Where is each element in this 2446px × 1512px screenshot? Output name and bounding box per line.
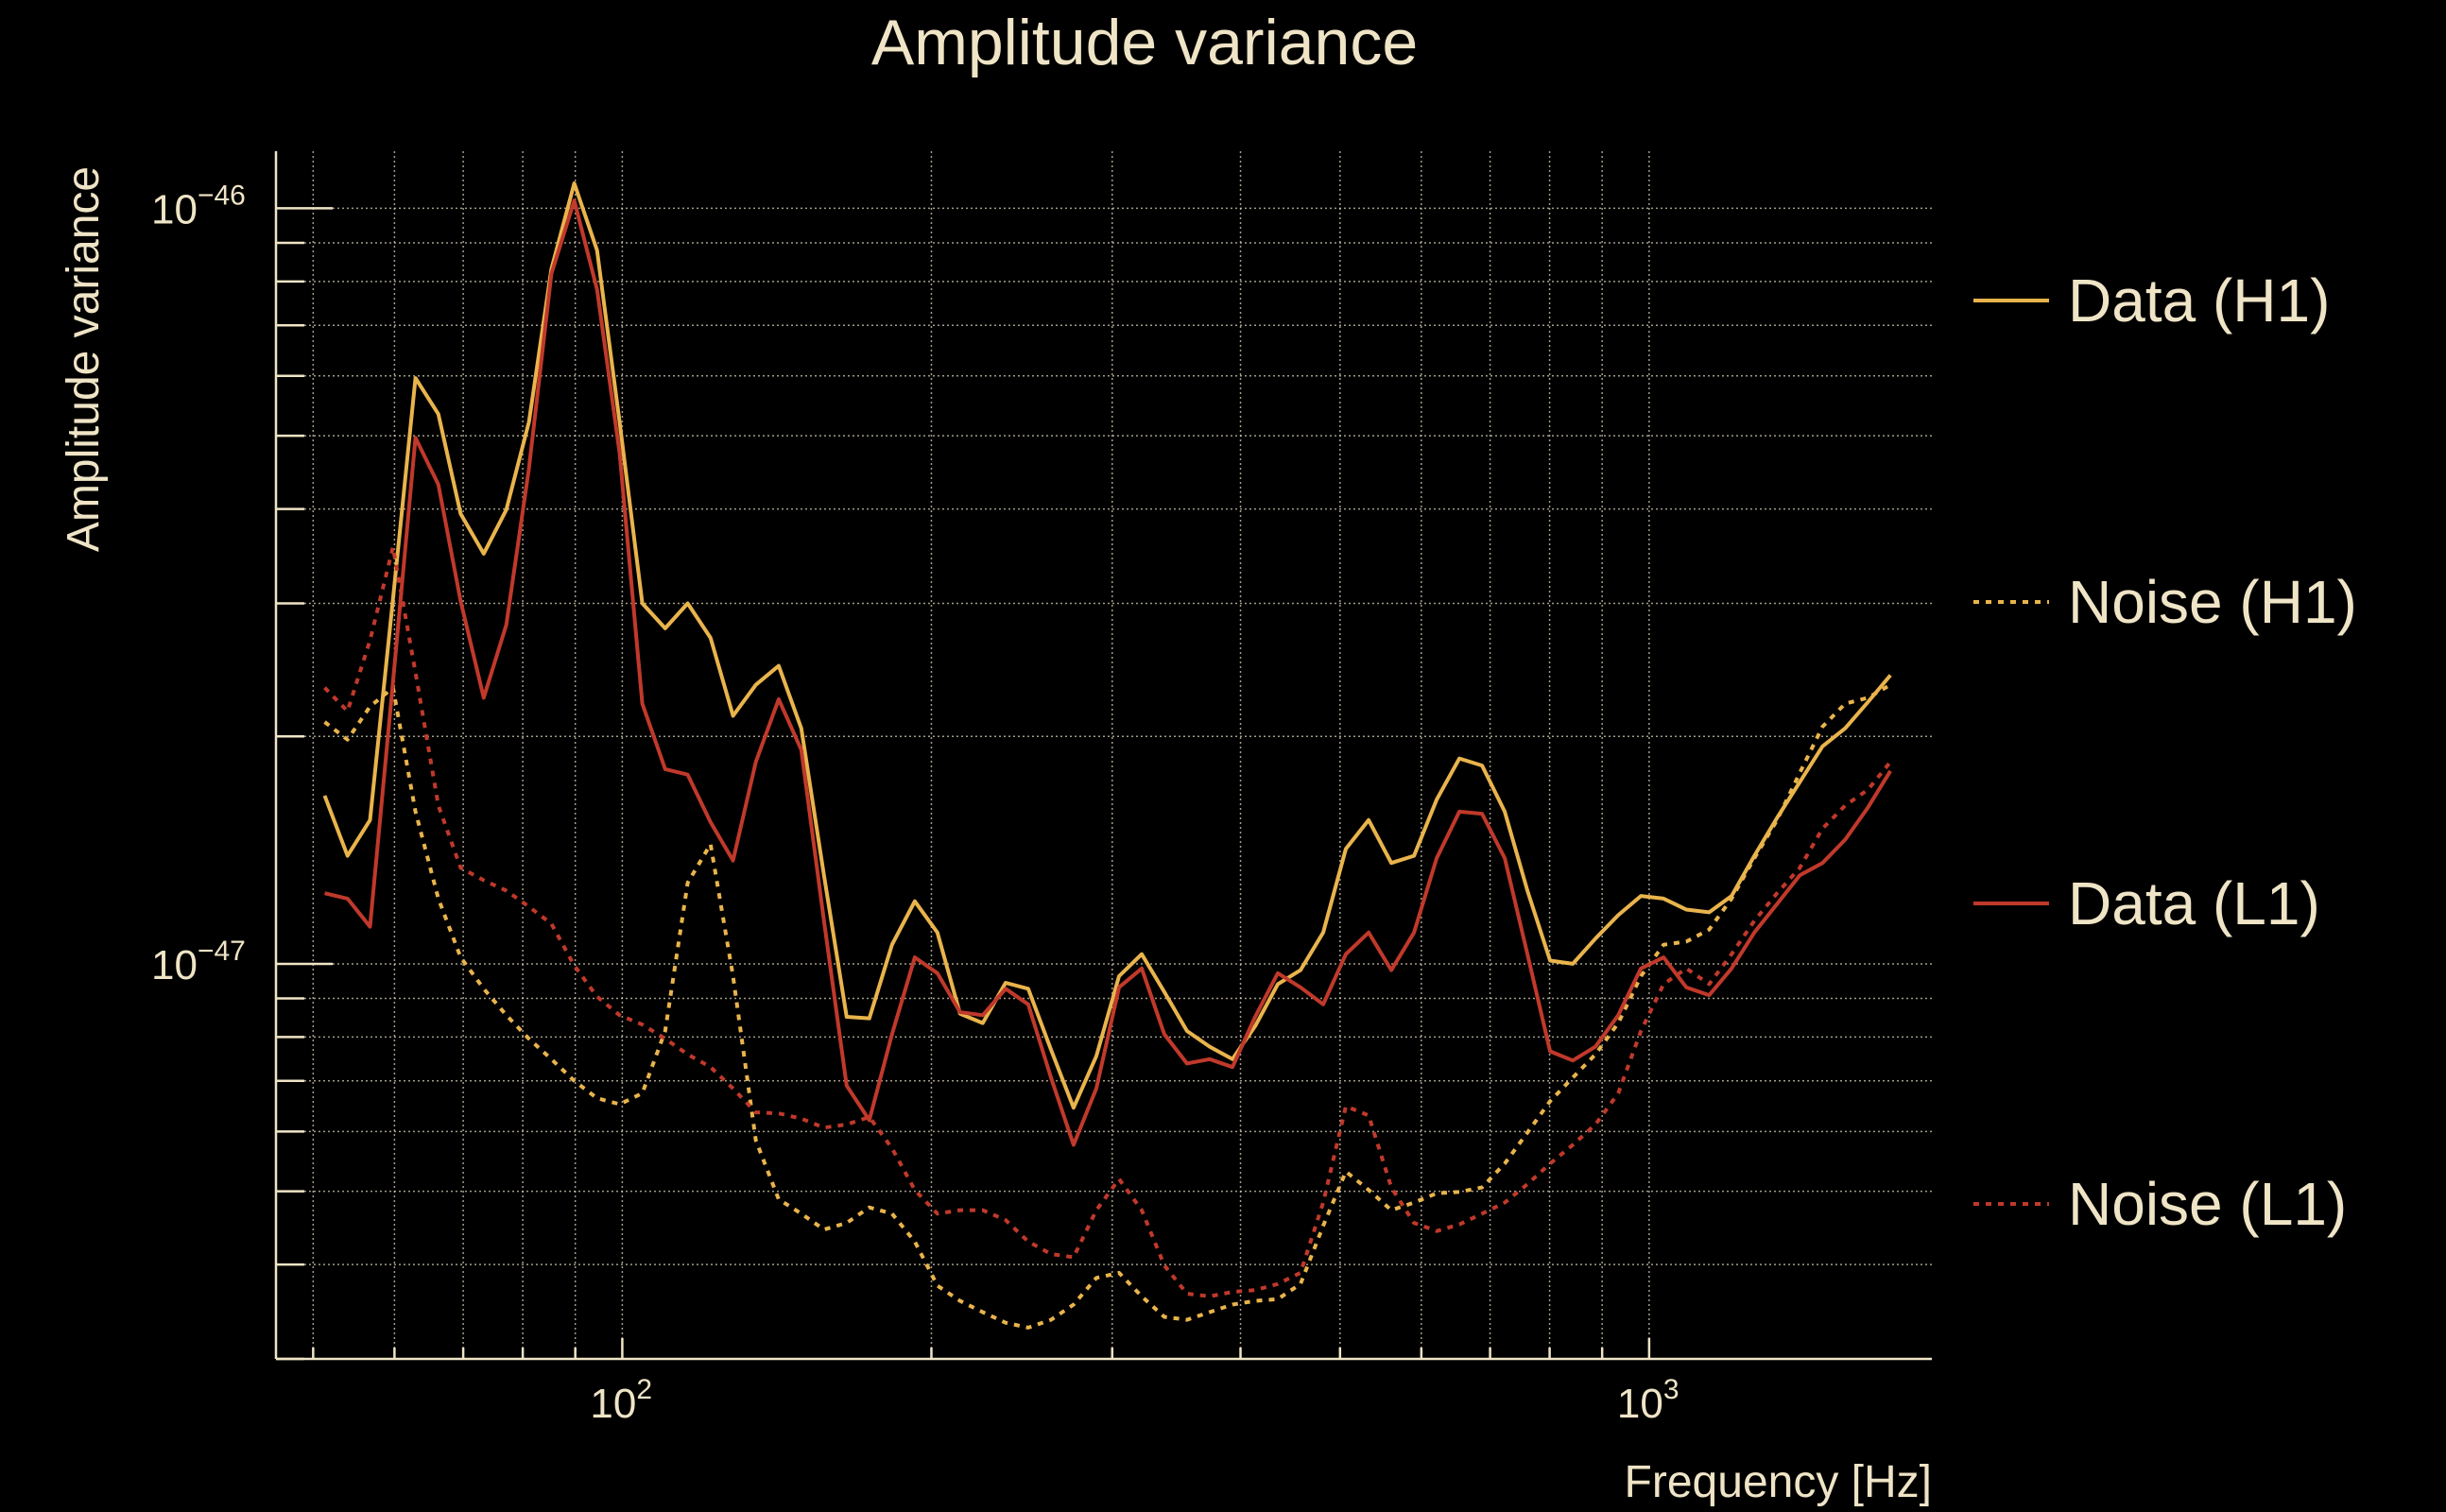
grid xyxy=(276,151,1932,1361)
y-tick-labels: 10−46 10−47 xyxy=(151,180,246,988)
x-axis-label: Frequency [Hz] xyxy=(1625,1457,1932,1507)
series-lines xyxy=(322,181,1892,1330)
axes xyxy=(274,151,1932,1361)
legend-label-data-h1: Data (H1) xyxy=(2068,266,2330,335)
legend-label-data-l1: Data (L1) xyxy=(2068,869,2320,937)
x-tick-labels: 102 103 xyxy=(590,1374,1679,1427)
series-line-data-h1 xyxy=(322,181,1892,1110)
y-tick-label: 10−47 xyxy=(151,936,246,988)
series-line-data-l1 xyxy=(324,198,1892,1147)
y-tick-label: 10−46 xyxy=(151,180,246,232)
x-tick-label: 103 xyxy=(1617,1374,1679,1427)
x-tick-label: 102 xyxy=(590,1374,652,1427)
legend-label-noise-h1: Noise (H1) xyxy=(2068,568,2357,636)
y-axis-label: Amplitude variance xyxy=(59,166,109,552)
legend-label-noise-l1: Noise (L1) xyxy=(2068,1170,2347,1238)
chart-title: Amplitude variance xyxy=(871,7,1418,78)
series-line-noise-h1 xyxy=(323,682,1892,1330)
legend: Data (H1) Noise (H1) Data (L1) Noise (L1) xyxy=(1973,266,2357,1238)
series-line-noise-l1 xyxy=(323,545,1892,1298)
